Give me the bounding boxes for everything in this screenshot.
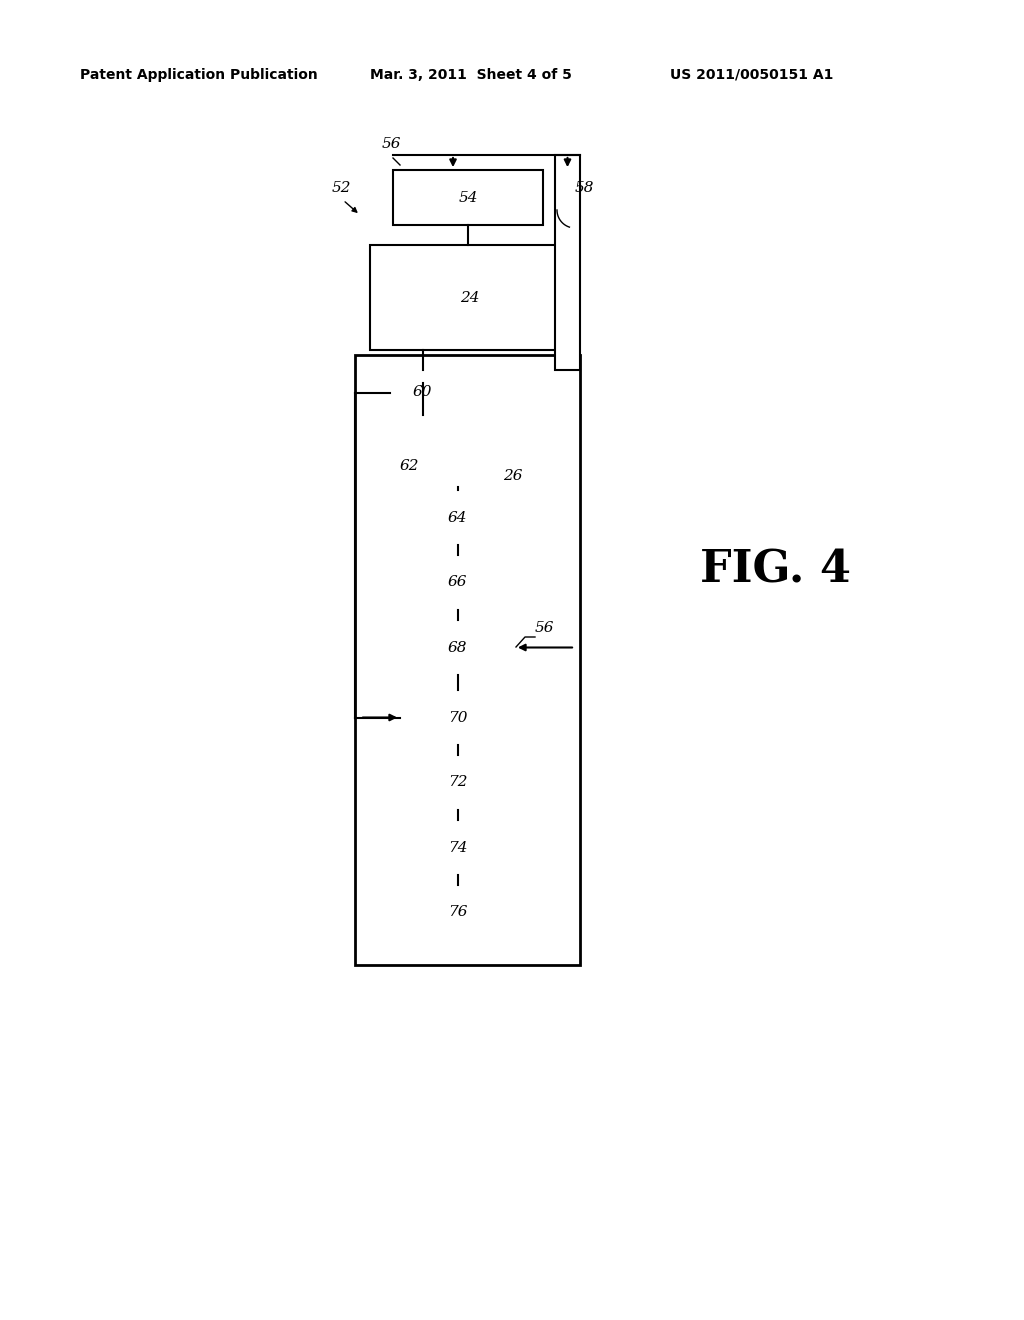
Text: 64: 64 (447, 511, 467, 524)
Bar (555, 154, 580, 370)
Bar (400, 554, 515, 610)
Text: 56: 56 (535, 620, 555, 635)
Text: 68: 68 (447, 640, 467, 655)
Text: 56: 56 (382, 137, 401, 150)
Text: 26: 26 (503, 469, 522, 483)
Bar (355, 355, 580, 965)
Bar (400, 755, 515, 810)
Bar (400, 490, 515, 545)
Text: FIG. 4: FIG. 4 (700, 549, 851, 591)
Bar (400, 820, 515, 875)
Bar (400, 690, 515, 744)
Text: 58: 58 (575, 181, 595, 195)
Text: 76: 76 (447, 906, 467, 920)
Bar (370, 246, 570, 350)
Text: US 2011/0050151 A1: US 2011/0050151 A1 (670, 69, 834, 82)
Bar (390, 370, 455, 414)
Bar (400, 620, 515, 675)
Text: 24: 24 (460, 290, 480, 305)
Text: 72: 72 (447, 776, 467, 789)
Text: 62: 62 (400, 459, 420, 473)
Text: 52: 52 (332, 181, 351, 195)
Text: 74: 74 (447, 841, 467, 854)
Text: 70: 70 (447, 710, 467, 725)
Text: 66: 66 (447, 576, 467, 590)
Text: Patent Application Publication: Patent Application Publication (80, 69, 317, 82)
Text: 54: 54 (459, 190, 478, 205)
Bar (400, 884, 515, 940)
Bar (393, 170, 543, 224)
Text: 60: 60 (413, 385, 432, 400)
Text: Mar. 3, 2011  Sheet 4 of 5: Mar. 3, 2011 Sheet 4 of 5 (370, 69, 571, 82)
